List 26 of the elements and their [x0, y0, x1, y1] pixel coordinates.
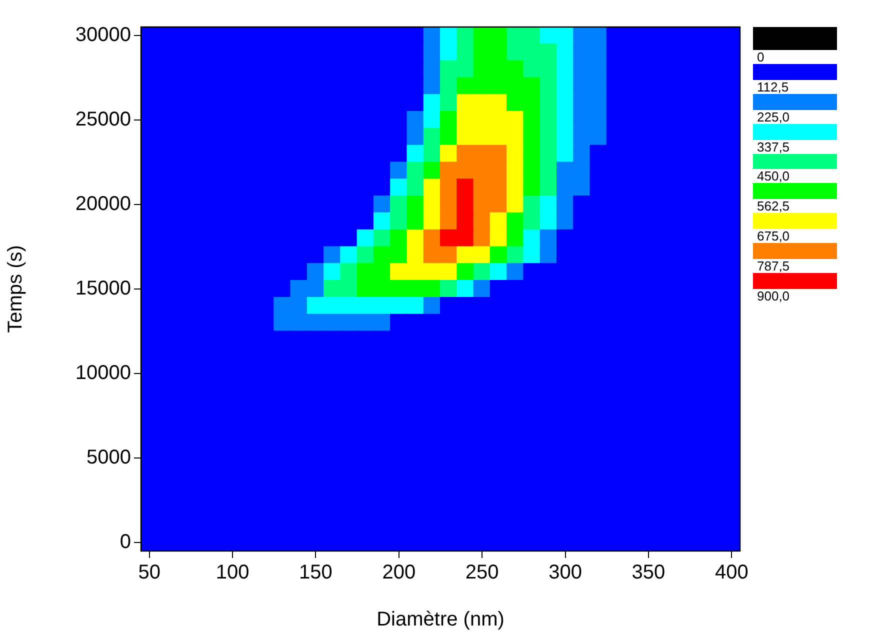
y-axis-title: Temps (s)	[4, 245, 27, 333]
color-bar-label: 337,5	[757, 139, 790, 154]
y-tick-label: 25000	[75, 108, 131, 130]
color-bar-label: 562,5	[757, 198, 790, 214]
color-bar-label: 787,5	[757, 258, 790, 274]
x-tick-label: 250	[465, 562, 499, 584]
y-tick-label: 20000	[75, 193, 131, 215]
x-tick-label: 100	[216, 562, 250, 584]
x-tick-label: 150	[299, 562, 332, 584]
x-tick-label: 400	[714, 562, 748, 584]
x-axis-title: Diamètre (nm)	[376, 608, 504, 631]
x-tick-label: 300	[548, 562, 582, 584]
color-bar-label: 450,0	[757, 168, 790, 184]
color-bar-label: 225,0	[757, 109, 790, 124]
y-tick-label: 30000	[75, 24, 131, 46]
y-tick-label: 10000	[75, 362, 131, 384]
color-bar-label: 0	[757, 49, 764, 64]
x-tick-label: 50	[138, 562, 160, 584]
y-tick-label: 15000	[75, 278, 131, 300]
y-tick-label: 5000	[86, 446, 131, 469]
x-tick-label: 200	[382, 562, 416, 584]
color-bar-label: 900,0	[757, 288, 790, 304]
color-bar-label: 675,0	[757, 228, 790, 244]
y-tick-label: 0	[120, 531, 131, 554]
x-tick-label: 350	[632, 562, 666, 584]
color-bar-label: 112,5	[757, 79, 789, 94]
